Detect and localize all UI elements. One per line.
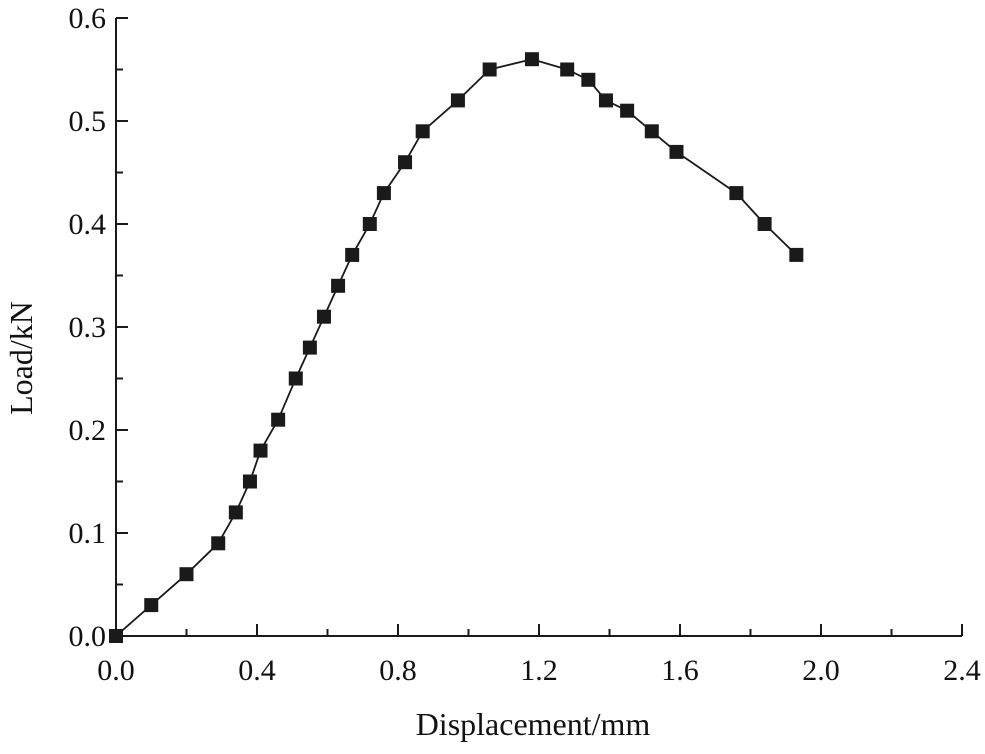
axes [115,18,962,637]
data-point-marker [598,93,613,108]
data-point-marker [450,93,465,108]
data-point-marker [415,124,430,139]
data-point-marker [482,62,497,77]
data-point-marker [362,217,377,231]
data-point-marker [345,247,360,262]
markers-layer [109,52,804,643]
tick-labels: 0.0 0.4 0.8 1.2 1.6 2.0 2.4 0.0 0.1 0.2 0.3 0.4 0.5 0… [69,2,981,687]
y-tick-label: 0.2 [69,414,107,447]
x-tick-label: 0.0 [97,654,135,687]
data-point-marker [253,443,268,458]
y-tick-label: 0.1 [69,517,107,550]
data-point-marker [211,536,226,551]
x-tick-label: 2.0 [802,654,840,687]
data-point-marker [288,371,303,386]
x-tick-label: 0.4 [238,654,276,687]
data-point-marker [729,186,744,201]
data-point-marker [242,474,257,489]
data-point-marker [644,124,659,139]
x-tick-label: 1.2 [520,654,558,687]
y-tick-label: 0.3 [69,311,107,344]
y-tick-label: 0.6 [69,2,107,35]
data-point-marker [271,412,286,427]
data-point-marker [581,72,596,87]
data-point-marker [316,309,331,324]
data-point-marker [302,340,317,355]
data-point-marker [524,52,539,67]
ticks [115,17,963,637]
y-axis-title: Load/kN [3,301,39,415]
data-point-marker [144,598,159,613]
data-point-marker [228,505,243,520]
data-point-marker [331,278,346,293]
data-point-marker [398,155,413,170]
x-axis-title: Displacement/mm [416,706,651,742]
x-tick-label: 0.8 [379,654,417,687]
data-point-marker [789,247,804,262]
data-point-marker [757,217,772,231]
data-point-marker [179,567,194,582]
data-point-marker [669,144,684,159]
y-tick-label: 0.0 [69,620,107,653]
x-tick-label: 1.6 [661,654,699,687]
y-tick-label: 0.4 [69,208,107,241]
x-tick-label: 2.4 [943,654,981,687]
data-point-marker [560,62,575,77]
y-tick-label: 0.5 [69,105,107,138]
data-point-marker [109,629,123,643]
data-point-marker [620,103,635,118]
data-point-marker [376,186,391,201]
